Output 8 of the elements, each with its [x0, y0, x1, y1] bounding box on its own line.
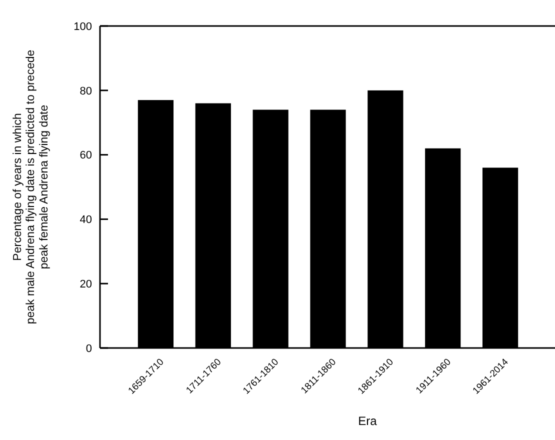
y-tick-label: 0 [86, 342, 92, 355]
y-tick-label: 60 [80, 150, 92, 162]
y-tick-label: 100 [74, 20, 92, 33]
y-axis-title: Percentage of years in which peak male Andrena flying date is predicted to precede peak female Andrena flying date [12, 50, 50, 324]
y-tick-label: 80 [80, 85, 92, 98]
x-axis-title: Era [358, 414, 378, 428]
y-tick-label: 20 [80, 278, 92, 290]
y-tick-label: 40 [80, 214, 92, 226]
